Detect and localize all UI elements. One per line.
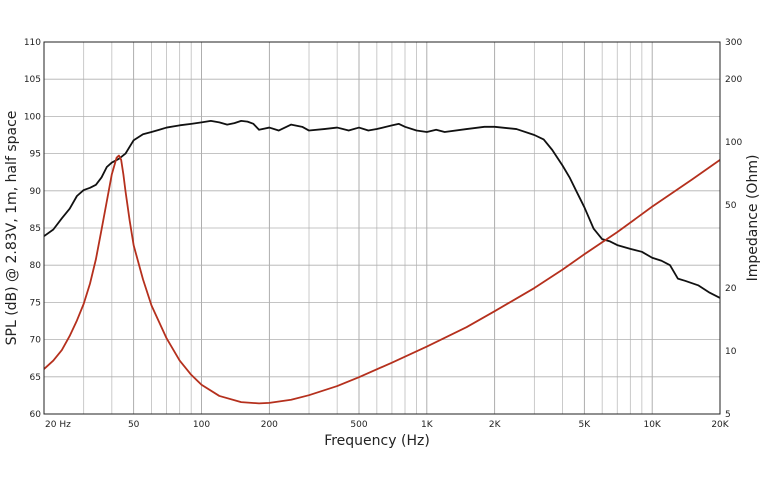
y-left-tick-label: 90 — [30, 187, 42, 197]
curves — [43, 119, 721, 405]
y-left-tick-label: 70 — [30, 336, 42, 346]
y-right-tick-label: 10 — [725, 347, 737, 357]
y-left-tick-label: 95 — [30, 150, 41, 160]
y-right-tick-label: 5 — [725, 410, 731, 420]
impedance-curve — [43, 154, 721, 405]
y-left-tick-label: 75 — [30, 298, 41, 308]
y-left-tick-label: 85 — [30, 224, 41, 234]
x-tick-label: 50 — [128, 420, 140, 430]
y-right-tick-label: 200 — [725, 75, 742, 85]
x-tick-label: 1K — [421, 420, 434, 430]
x-tick-label: 100 — [193, 420, 210, 430]
x-tick-label: 10K — [643, 420, 661, 430]
y-right-tick-label: 100 — [725, 138, 742, 148]
y-right-tick-label: 50 — [725, 201, 737, 211]
plot-frame — [43, 41, 721, 415]
y-right-tick-label: 20 — [725, 284, 737, 294]
x-tick-label: 20K — [711, 420, 729, 430]
spl-curve — [43, 119, 721, 299]
x-tick-label: 2K — [489, 420, 502, 430]
y-right-tick-label: 300 — [725, 38, 742, 48]
x-axis-title: Frequency (Hz) — [324, 433, 430, 449]
y-axis-right-title: Impedance (Ohm) — [745, 155, 761, 282]
y-left-tick-label: 60 — [30, 410, 42, 420]
x-tick-label: 200 — [261, 420, 278, 430]
y-axis-left-title: SPL (dB) @ 2.83V, 1m, half space — [4, 111, 20, 346]
y-left-tick-label: 110 — [24, 38, 41, 48]
tick-labels: 20 Hz 50 100 200 500 1K 2K 5K 10K 20K 60 65 70 75 80 85… — [24, 38, 743, 430]
grid — [43, 41, 721, 415]
x-tick-label: 500 — [350, 420, 367, 430]
y-left-tick-label: 65 — [30, 373, 41, 383]
x-tick-label: 5K — [579, 420, 592, 430]
y-left-tick-label: 105 — [24, 75, 41, 85]
y-left-tick-label: 80 — [30, 261, 42, 271]
y-left-tick-label: 100 — [24, 112, 41, 122]
x-tick-label: 20 Hz — [45, 420, 71, 430]
